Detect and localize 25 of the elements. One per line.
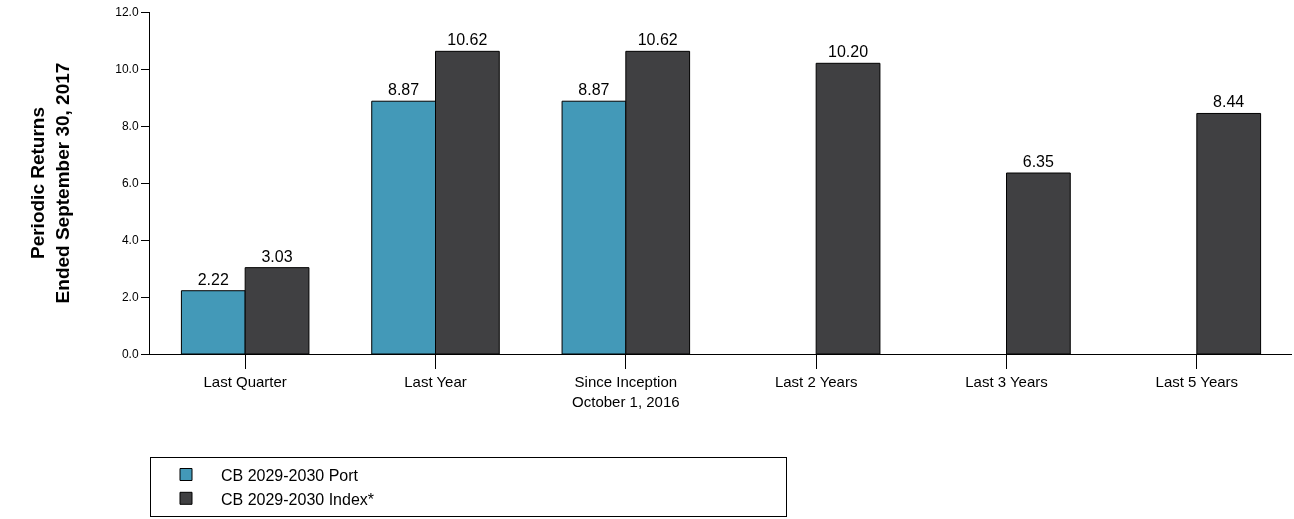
- y-tick-label: 6.0: [121, 176, 139, 191]
- y-tick-label: 4.0: [121, 233, 139, 248]
- data-label: 10.62: [447, 31, 488, 49]
- y-tick-label: 2.0: [121, 290, 139, 305]
- data-label: 6.35: [1022, 153, 1054, 171]
- data-label: 10.20: [827, 43, 869, 61]
- x-tick-label: Last 2 Years: [774, 373, 858, 390]
- x-tick-label: Last Quarter: [203, 373, 287, 390]
- x-tick-label: Last 3 Years: [965, 373, 1048, 390]
- x-tick-label: Last 5 Years: [1155, 373, 1239, 390]
- data-label: 2.22: [197, 270, 229, 288]
- data-label: 3.03: [261, 247, 293, 265]
- x-tick-label: Last Year: [404, 373, 467, 390]
- legend-label: CB 2029-2030 Port: [221, 466, 359, 484]
- y-tick-label: 12.0: [115, 5, 139, 20]
- data-label: 10.62: [637, 31, 678, 49]
- legend-label: CB 2029-2030 Index*: [221, 490, 374, 508]
- data-label: 8.87: [578, 81, 610, 99]
- y-axis-title: Periodic Returns Ended September 30, 2017: [27, 62, 74, 304]
- y-tick-label: 0.0: [121, 347, 139, 362]
- data-label: 8.44: [1213, 93, 1245, 111]
- data-label: 8.87: [388, 81, 420, 99]
- x-tick-label: Since Inception October 1, 2016: [572, 373, 680, 410]
- y-tick-label: 10.0: [115, 62, 139, 77]
- y-tick-label: 8.0: [121, 119, 139, 134]
